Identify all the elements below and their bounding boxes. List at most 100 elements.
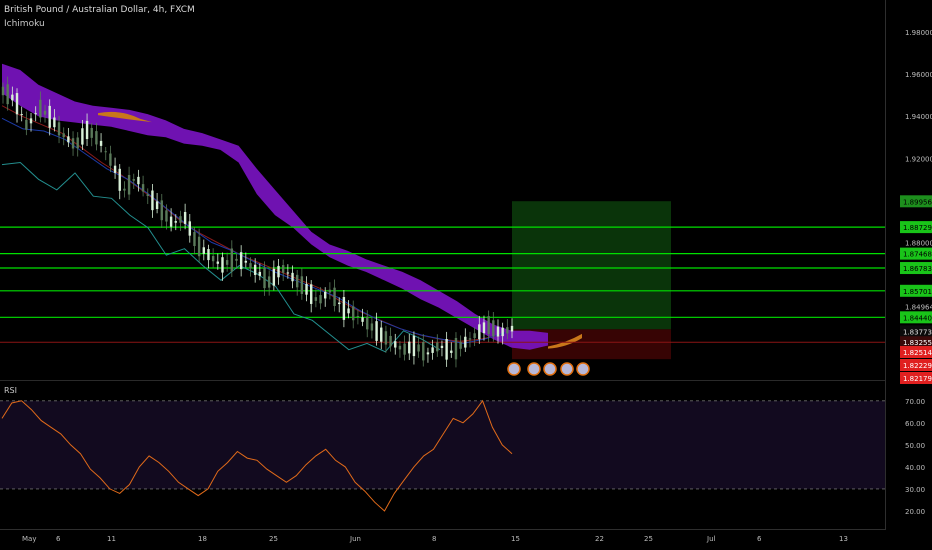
candle-body [132,179,135,181]
candle-body [197,236,201,257]
candle-body [286,272,290,274]
candle-body [501,327,504,337]
rsi-line [1,399,513,512]
candle-body [314,297,318,301]
rsi-band [0,400,885,489]
candle-body [95,131,98,145]
candle-body [366,316,369,330]
time-tick-label: Jun [349,535,361,543]
candle-body [155,201,159,209]
candle-body [356,315,360,317]
candle-body [53,117,56,128]
candle-body [99,140,103,146]
candle-body [310,284,313,304]
rsi-label: RSI [4,386,17,395]
time-tick-label: 13 [839,535,848,543]
time-tick-label: 15 [511,535,520,543]
candle-body [380,327,383,342]
time-tick-label: 11 [107,535,116,543]
candle-body [235,258,238,261]
candle-body [151,190,154,211]
candle-body [263,267,266,289]
candle-body [165,210,168,222]
price-tick-label: 1.96000 [905,71,932,79]
candle-body [347,308,350,314]
time-tick-label: 22 [595,535,604,543]
candle-body [239,252,243,270]
candle-body [76,137,79,149]
candle-body [328,289,332,293]
time-tick-label: 25 [269,535,278,543]
candle-body [492,320,495,337]
candle-body [454,337,458,360]
candle-body [123,188,126,191]
candle-body [207,249,210,261]
rsi-tick-label: 60.00 [905,420,925,428]
candle-body [202,247,205,254]
price-tick-label: 1.84964 [905,303,932,311]
level-price-tag-label: 1.89956 [903,198,932,206]
candle-body [384,331,388,345]
indicator-label: Ichimoku [4,19,45,29]
candle-body [109,153,112,166]
time-tick-label: 8 [432,535,436,543]
candle-body [1,86,5,96]
candle-body [90,127,93,138]
time-axis-border [0,529,885,530]
candle-body [487,316,490,335]
rsi-tick-label: 40.00 [905,464,925,472]
candle-body [333,287,336,306]
candle-body [496,326,500,337]
candle-body [43,110,47,115]
candle-body [20,114,23,116]
candle-body [417,344,420,352]
price-tick-label: 1.94000 [905,113,932,121]
candle-body [211,256,215,262]
candle-body [324,291,327,299]
candle-body [450,350,453,353]
candle-body [267,276,271,288]
candle-body [412,335,416,357]
candle-body [48,105,51,128]
candle-body [468,338,472,340]
level-price-tag [900,311,932,324]
rsi-tick-label: 70.00 [905,398,925,406]
candle-body [281,265,285,273]
chikou-line [1,161,441,353]
candle-body [436,342,439,352]
candle-body [39,99,42,118]
panel-separator [0,380,885,381]
candle-body [15,93,19,115]
stop-price-tag-label: 1.82229 [903,362,932,370]
candle-body [230,248,234,272]
target-zone [512,201,671,330]
candle-body [478,324,481,340]
candle-body [338,302,341,305]
candle-body [300,276,304,294]
candle-body [127,175,131,195]
candle-body [272,268,276,286]
price-tick-label: 1.88000 [905,239,932,247]
event-flag-icon [543,362,557,376]
current-price-tag-label: 1.83773 [903,328,932,336]
candle-body [183,211,187,224]
candle-body [71,138,75,149]
candle-body [6,84,9,105]
candle-body [118,168,121,191]
ichimoku-cloud-bearish [2,63,548,350]
candle-body [506,327,509,334]
event-flag-icon [576,362,590,376]
candle-body [445,338,448,360]
candle-body [370,323,374,331]
candle-body [179,216,182,223]
candle-body [34,113,37,115]
stop-price-tag [900,346,932,358]
candle-body [482,322,486,334]
entry-price-tag [900,336,932,349]
candle-body [352,306,355,321]
candle-body [426,352,430,355]
candle-body [188,221,191,236]
candle-body [216,261,220,264]
level-price-tag [900,221,932,234]
